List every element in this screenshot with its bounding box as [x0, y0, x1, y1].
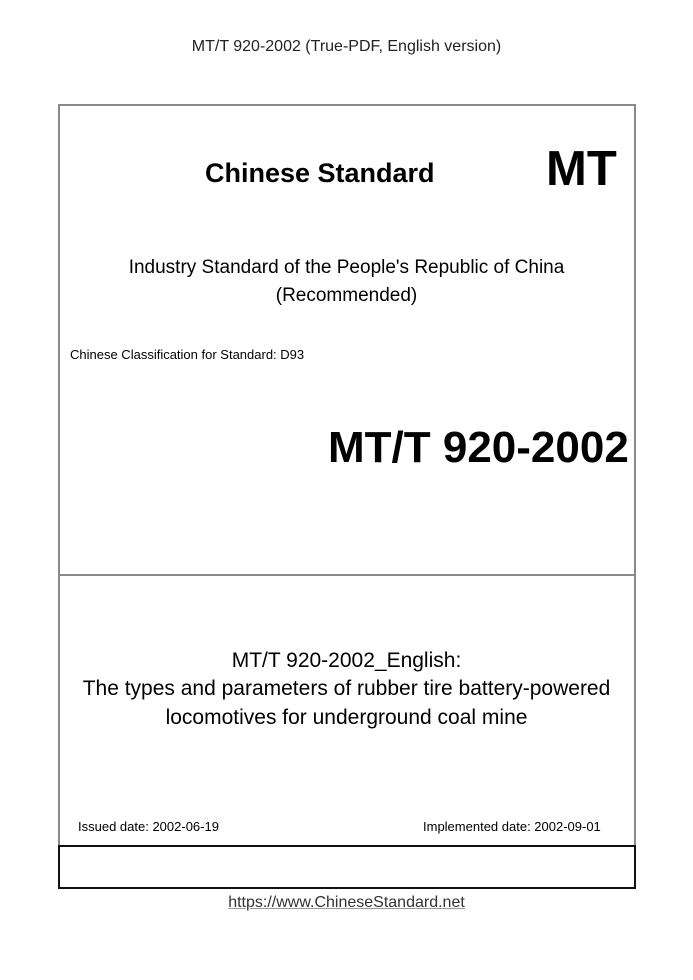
website-link[interactable]: https://www.ChineseStandard.net	[228, 894, 465, 911]
issued-date: Issued date: 2002-06-19	[78, 819, 219, 834]
issuer: Industry Standard of the People's Republ…	[128, 257, 565, 278]
standard-code: MT/T 920-2002	[328, 423, 629, 472]
classification: Chinese Classification for Standard: D93	[70, 347, 305, 362]
bottom-box	[58, 845, 636, 889]
standard-prefix: MT	[546, 142, 617, 196]
status: (Recommended)	[275, 285, 418, 306]
implemented-date: Implemented date: 2002-09-01	[423, 819, 601, 834]
title-line: locomotives for underground coal mine	[165, 706, 528, 729]
title-line: MT/T 920-2002_English:	[231, 649, 462, 672]
footer: https://www.ChineseStandard.net	[0, 894, 693, 912]
title-line: The types and parameters of rubber tire …	[82, 677, 611, 700]
section-divider	[58, 574, 634, 576]
page-header: MT/T 920-2002 (True-PDF, English version…	[191, 38, 502, 55]
brand-title: Chinese Standard	[205, 158, 435, 188]
cover-frame	[58, 104, 636, 846]
